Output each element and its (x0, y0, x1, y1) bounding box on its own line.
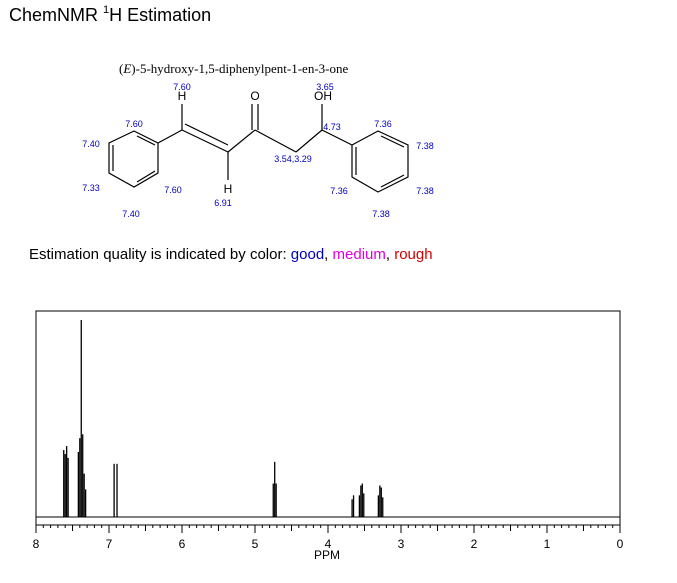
x-tick-label: 6 (179, 537, 186, 551)
molecule-structure: (E)-5-hydroxy-1,5-diphenylpent-1-en-3-on… (82, 61, 434, 219)
peak-layer (63, 320, 384, 517)
x-tick-label: 7 (106, 537, 113, 551)
quality-separator: , (324, 246, 333, 263)
quality-rough-label: rough (394, 246, 433, 263)
title-superscript: 1 (103, 4, 110, 16)
shift-ch: 4.73 (323, 122, 341, 132)
atom-o-ketone: O (250, 89, 259, 103)
shift-oh: 3.65 (316, 82, 334, 92)
shift-vinyl-h-top: 7.60 (173, 82, 191, 92)
compound-name-stereo: E (122, 61, 131, 76)
shift-ph-left-meta-top: 7.40 (82, 139, 100, 149)
x-tick-label: 4 (325, 537, 332, 551)
atom-h-vinyl-top: H (178, 89, 187, 103)
quality-legend: Estimation quality is indicated by color… (29, 246, 433, 263)
plot-frame (35, 310, 621, 526)
shift-ch2: 3.54,3.29 (274, 154, 312, 164)
quality-medium-label: medium (332, 246, 386, 263)
x-tick-label: 3 (398, 537, 405, 551)
shift-ph-right-para: 7.38 (416, 186, 434, 196)
shift-ph-left-ortho-top: 7.60 (125, 119, 143, 129)
x-axis-ticks: 8 7 6 5 4 3 2 1 0 (33, 525, 624, 551)
x-axis-label: PPM (314, 548, 340, 562)
title-suffix: H Estimation (109, 5, 212, 25)
atom-h-vinyl-bottom: H (224, 182, 233, 196)
shift-ph-right-ortho-bottom: 7.36 (330, 186, 348, 196)
page-title: ChemNMR 1H Estimation (9, 4, 212, 26)
shift-ph-right-meta-bottom: 7.38 (372, 209, 390, 219)
quality-legend-prefix: Estimation quality is indicated by color… (29, 246, 291, 263)
shift-vinyl-h-bottom: 6.91 (214, 198, 232, 208)
bond-lines (108, 104, 409, 193)
x-tick-label: 8 (33, 537, 40, 551)
shift-ph-right-meta-top: 7.38 (416, 141, 434, 151)
quality-separator: , (385, 246, 395, 263)
x-tick-label: 1 (544, 537, 551, 551)
title-prefix: ChemNMR (9, 5, 104, 25)
shift-ph-left-para: 7.33 (82, 183, 100, 193)
shift-ph-left-ortho-bottom: 7.60 (164, 185, 182, 195)
x-tick-label: 5 (252, 537, 259, 551)
x-tick-label: 2 (471, 537, 478, 551)
shift-ph-right-ortho-top: 7.36 (374, 119, 392, 129)
atom-oh: OH (314, 89, 332, 103)
compound-name: (E)-5-hydroxy-1,5-diphenylpent-1-en-3-on… (119, 61, 348, 76)
quality-good-label: good (290, 246, 325, 263)
x-tick-label: 0 (617, 537, 624, 551)
shift-ph-left-meta-bottom: 7.40 (122, 209, 140, 219)
